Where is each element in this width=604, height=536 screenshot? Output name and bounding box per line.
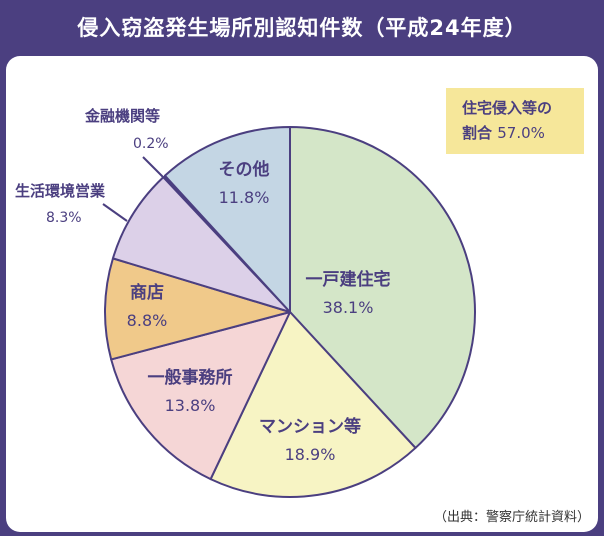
slice-name-label: 生活環境営業 [15,182,106,200]
pie-slice-4 [104,257,291,361]
pie-slice-7 [163,126,291,313]
slice-name-label: その他 [219,159,270,180]
slice-percent-label: 0.2% [133,136,169,152]
pie-slice-3 [110,311,291,481]
pie-slice-2 [209,311,417,498]
callout-label: 割合 [462,124,493,142]
slice-percent-label: 38.1% [323,298,374,317]
slice-percent-label: 11.8% [219,188,270,207]
slice-percent-label: 8.3% [46,210,82,226]
slice-percent-label: 8.8% [127,311,168,330]
callout-line2: 割合 57.0% [462,121,584,146]
slice-percent-label: 13.8% [165,396,216,415]
slice-percent-label: 18.9% [285,445,336,464]
source-note: （出典：警察庁統計資料） [433,510,590,525]
slice-name-label: 一戸建住宅 [306,269,391,290]
pie-slice-1 [289,126,476,449]
leader-line-6 [142,156,164,178]
slice-name-label: マンション等 [259,416,361,437]
callout-value: 57.0% [497,124,545,142]
chart-title: 侵入窃盗発生場所別認知件数（平成24年度） [77,16,527,40]
pie-slice-5 [111,176,291,313]
leader-line-5 [102,203,128,222]
callout-line1: 住宅侵入等の [462,99,553,117]
slice-name-label: 一般事務所 [148,367,233,388]
slice-name-label: 商店 [130,282,164,303]
residential-share-callout: 住宅侵入等の 割合 57.0% [446,88,584,154]
slice-name-label: 金融機関等 [84,107,160,125]
